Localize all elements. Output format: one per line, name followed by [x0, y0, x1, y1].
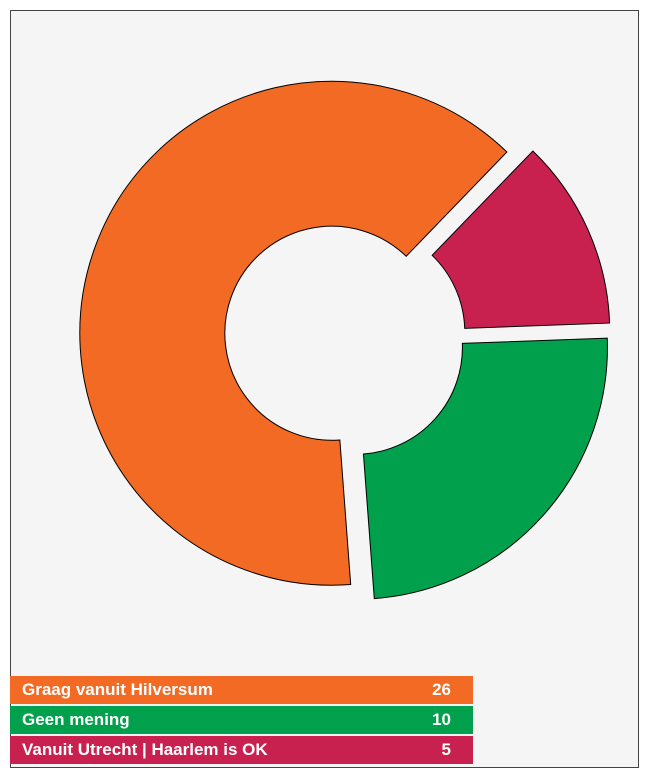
donut-slice	[362, 337, 608, 600]
legend-label: Vanuit Utrecht | Haarlem is OK	[22, 740, 268, 759]
legend-value: 10	[432, 710, 451, 729]
legend-label: Geen mening	[22, 710, 130, 729]
chart	[79, 80, 611, 600]
legend-value: 26	[432, 680, 451, 699]
legend: Graag vanuit Hilversum 26 Geen mening 10 Van…	[10, 676, 473, 766]
legend-row: Geen mening 10	[10, 706, 473, 734]
legend-row: Vanuit Utrecht | Haarlem is OK 5	[10, 736, 473, 764]
legend-label: Graag vanuit Hilversum	[22, 680, 213, 699]
donut-slice	[79, 80, 508, 586]
legend-value: 5	[441, 740, 451, 759]
legend-row: Graag vanuit Hilversum 26	[10, 676, 473, 704]
donut-slice	[431, 150, 611, 329]
